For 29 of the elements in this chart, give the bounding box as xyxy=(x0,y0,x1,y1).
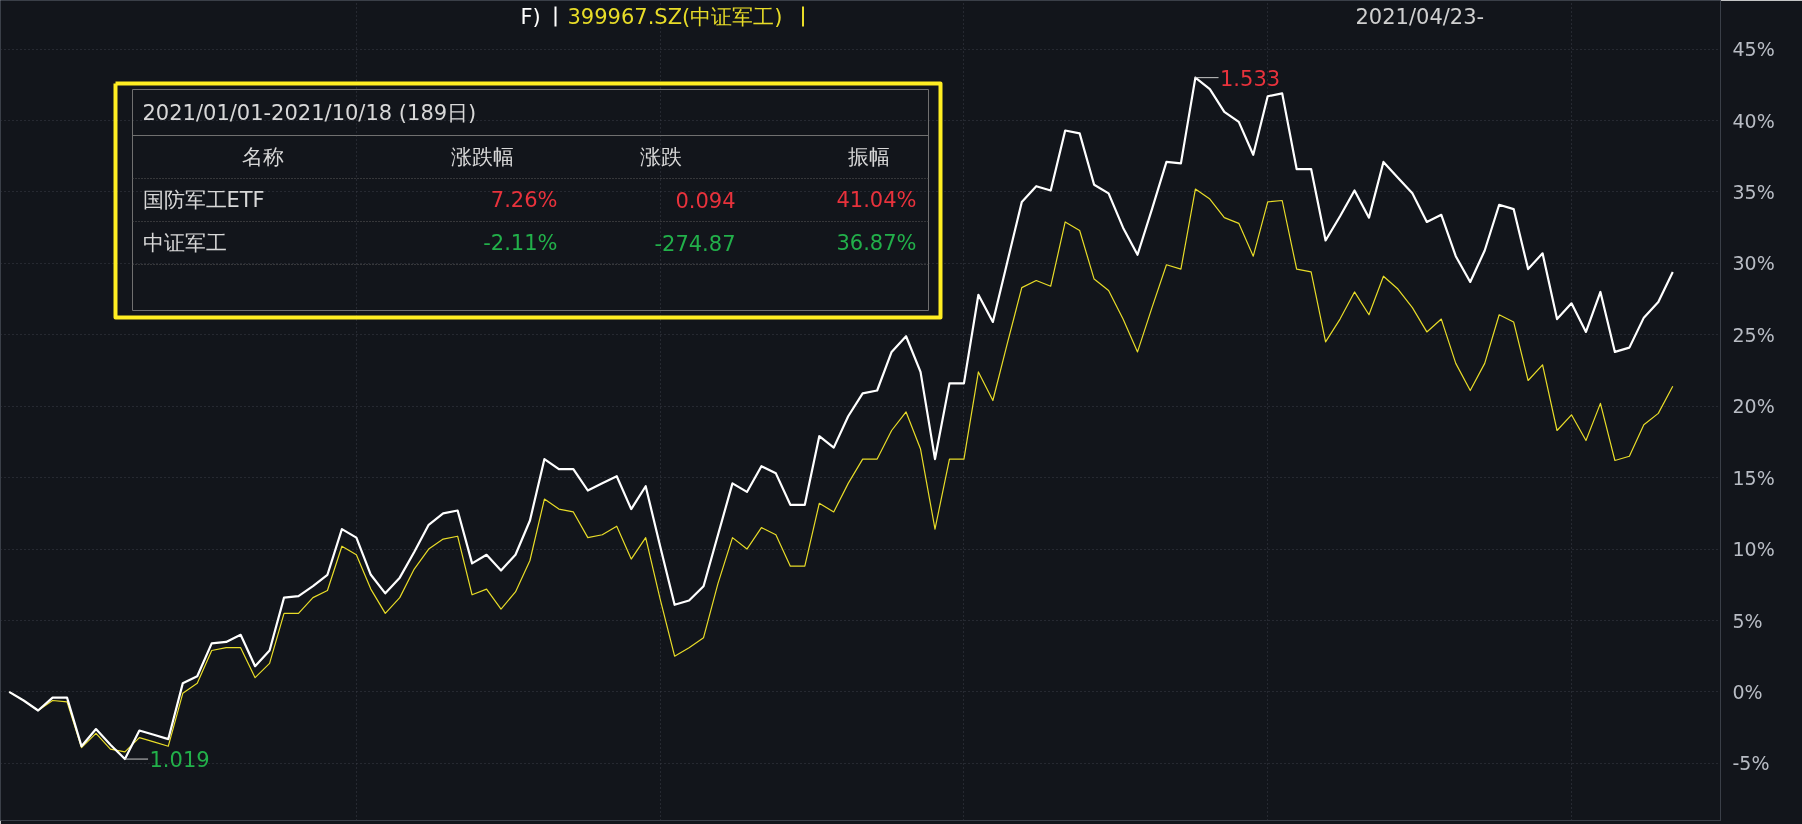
annotation: 涨跌幅 xyxy=(451,144,514,169)
annotation: 名称 xyxy=(241,144,284,169)
annotation: -274.87 xyxy=(654,231,736,256)
y-tick-label: 10% xyxy=(1732,538,1775,561)
annotation: 2021/04/23- xyxy=(1355,4,1485,29)
annotation: 中证军工 xyxy=(142,230,227,255)
y-tick-label: 15% xyxy=(1732,466,1775,489)
annotation: 36.87% xyxy=(836,230,917,255)
y-tick-label: 45% xyxy=(1732,38,1775,61)
annotation: 2021/01/01-2021/10/18 (189日) xyxy=(142,100,477,125)
y-tick-label: -5% xyxy=(1732,752,1770,775)
y-tick-label: 35% xyxy=(1732,180,1775,203)
y-tick-label: 5% xyxy=(1732,609,1763,632)
annotation: 41.04% xyxy=(836,187,917,212)
y-tick-label: 0% xyxy=(1732,680,1763,703)
annotation: 振幅 xyxy=(847,144,890,169)
y-tick-label: 40% xyxy=(1732,109,1775,132)
annotation: 1.533 xyxy=(1219,66,1281,91)
annotation: 7.26% xyxy=(490,187,558,212)
annotation: 涨跌 xyxy=(639,144,682,169)
annotation: 0.094 xyxy=(675,188,736,213)
annotation: 国防军工ETF xyxy=(142,187,265,212)
y-tick-label: 30% xyxy=(1732,252,1775,275)
y-tick-label: 20% xyxy=(1732,395,1775,418)
annotation: -2.11% xyxy=(483,230,558,255)
legend-label: 399967.SZ(中证军工) xyxy=(567,4,783,29)
y-tick-label: 25% xyxy=(1732,323,1775,346)
annotation: 1.019 xyxy=(149,748,210,773)
legend-label: F) xyxy=(520,4,541,29)
